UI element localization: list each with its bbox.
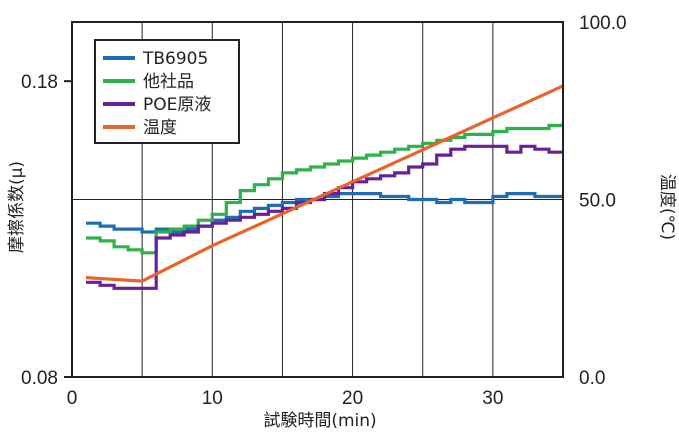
y2-axis-title: 温度(℃): [657, 174, 677, 240]
legend-label: 他社品: [143, 72, 194, 92]
x-tick-label: 30: [482, 388, 503, 409]
legend-label: TB6905: [142, 49, 208, 69]
x-tick-label: 10: [202, 388, 223, 409]
series-line-4: [85, 84, 563, 283]
y2-tick-label: 100.0: [579, 13, 627, 34]
y-tick-label: 0.18: [21, 72, 58, 93]
y-tick-label: 0.08: [21, 368, 58, 389]
x-tick-label: 0: [67, 388, 78, 409]
series-group: [85, 84, 563, 290]
series-line-3: [86, 144, 563, 290]
x-axis-title: 試験時間(min): [263, 411, 376, 431]
y2-tick-label: 50.0: [579, 191, 616, 212]
plot-frame: [71, 21, 564, 378]
series-line-2: [86, 122, 563, 255]
series-line-1: [86, 192, 563, 234]
legend-label: 温度: [143, 118, 177, 138]
x-tick-label: 20: [342, 388, 363, 409]
y-axis-title: 摩擦係数(μ): [7, 161, 27, 253]
legend-label: POE原液: [143, 95, 211, 115]
tick-labels: 0 10 20 30 0.08 0.18 0.0 50.0 100.0: [21, 13, 627, 409]
y2-tick-label: 0.0: [579, 368, 605, 389]
